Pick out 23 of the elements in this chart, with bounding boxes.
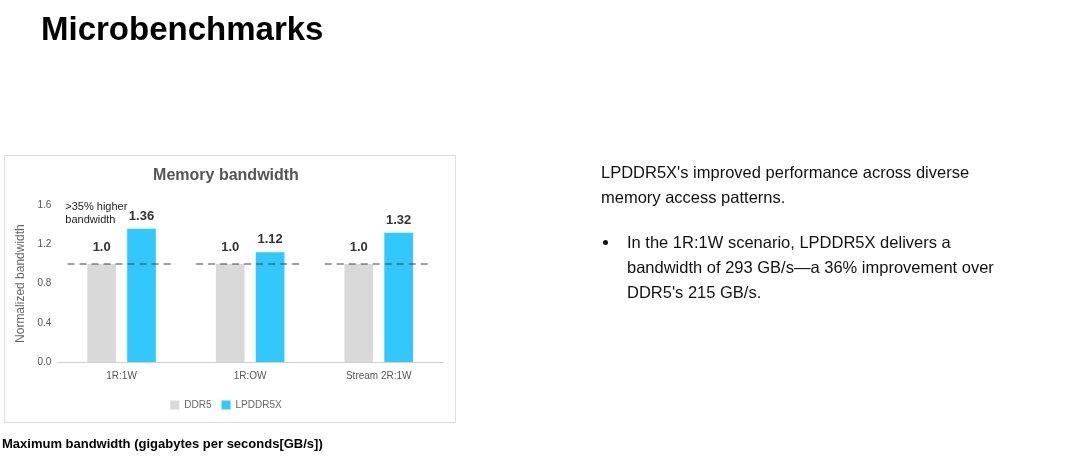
chart-title: Memory bandwidth <box>153 166 299 184</box>
annotation: >35% higher bandwidth <box>65 199 128 225</box>
data-label: 1.36 <box>128 207 155 223</box>
data-label: 1.0 <box>349 239 368 255</box>
y-tick-label: 0.0 <box>37 355 52 367</box>
y-tick-label: 1.6 <box>37 198 52 210</box>
data-label: 1.32 <box>385 211 412 227</box>
data-label: 1.12 <box>257 231 283 247</box>
text: LPDDR5X's improved performance across diverse memory access patterns. <box>601 162 971 208</box>
y-tick-label: 1.2 <box>37 238 52 250</box>
x-tick-label: 1R:OW <box>233 369 268 381</box>
text: Maximum bandwidth (gigabytes per seconds[GB/s]) <box>2 436 323 451</box>
legend-label: LPDDR5X <box>235 398 283 410</box>
y-tick-label: 0.4 <box>37 316 52 328</box>
x-tick-label: Stream 2R:1W <box>345 369 413 381</box>
y-axis-title: Normalized bandwidth <box>12 224 27 343</box>
text: In the 1R:1W scenario, LPDDR5X delivers a bandwidth of 293 GB/s—a 36% improvement over DDR5's 215 GB/s. <box>627 232 995 303</box>
x-tick-label: 1R:1W <box>106 369 138 381</box>
legend-label: DDR5 <box>184 398 212 410</box>
data-label: 1.0 <box>221 239 240 255</box>
data-label: 1.0 <box>92 239 111 255</box>
y-tick-label: 0.8 <box>37 277 52 289</box>
text: Microbenchmarks <box>41 10 324 48</box>
